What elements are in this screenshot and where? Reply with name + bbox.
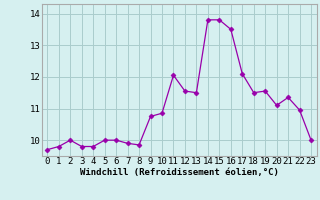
X-axis label: Windchill (Refroidissement éolien,°C): Windchill (Refroidissement éolien,°C) (80, 168, 279, 177)
